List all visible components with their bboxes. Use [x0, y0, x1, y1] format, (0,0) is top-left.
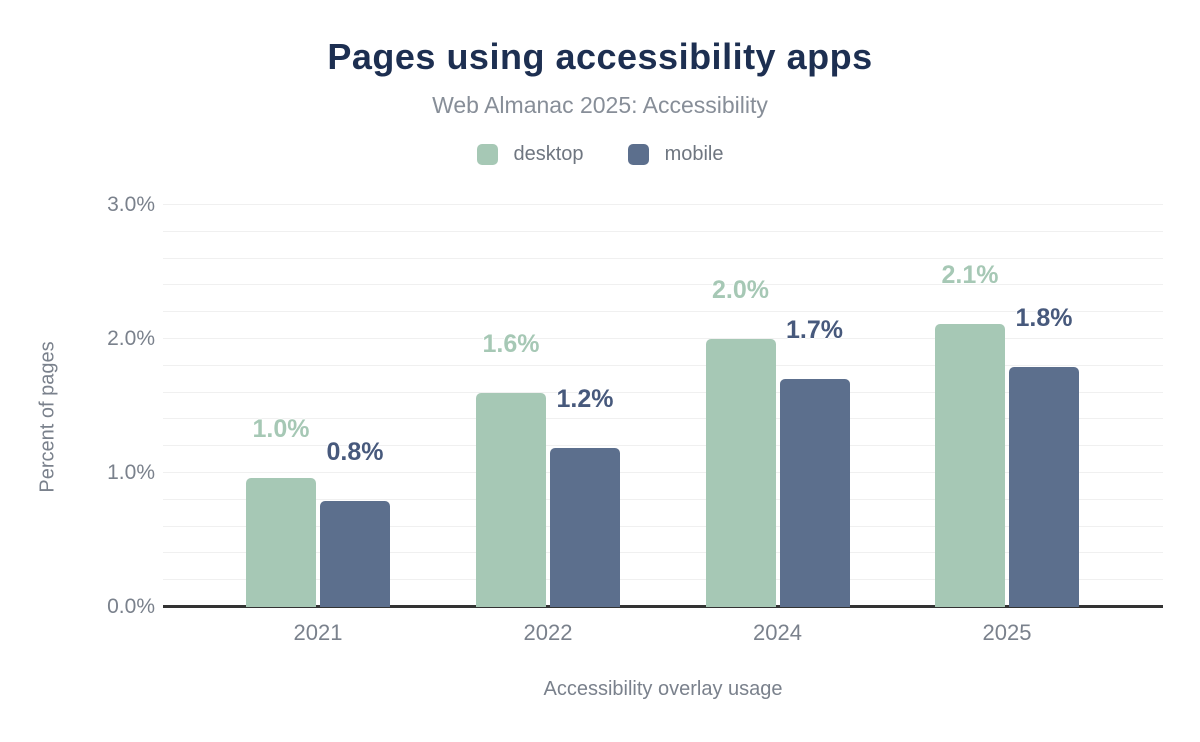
bar-value-label-desktop-2021: 1.0% — [252, 415, 310, 444]
x-axis-title: Accessibility overlay usage — [543, 678, 783, 700]
gridline — [163, 525, 1163, 527]
legend-item-mobile[interactable]: mobile — [627, 143, 724, 166]
y-axis-title: Percent of pages — [36, 341, 59, 493]
y-tick-label: 3.0% — [107, 193, 155, 216]
gridline — [163, 498, 1163, 500]
bar-desktop-2025[interactable] — [935, 324, 1005, 607]
bar-mobile-2021[interactable] — [320, 501, 390, 607]
bar-value-label-desktop-2022: 1.6% — [482, 329, 540, 358]
bar-value-label-mobile-2022: 1.2% — [556, 384, 614, 413]
legend-item-desktop[interactable]: desktop — [476, 143, 584, 166]
bar-value-label-desktop-2025: 2.1% — [941, 261, 999, 290]
x-axis-line — [163, 605, 1163, 608]
legend-label-mobile: mobile — [664, 143, 724, 165]
gridline — [163, 284, 1163, 286]
gridline — [163, 257, 1163, 259]
bar-value-label-mobile-2025: 1.8% — [1015, 304, 1073, 333]
gridline — [163, 418, 1163, 420]
gridline — [163, 391, 1163, 393]
gridline — [163, 579, 1163, 581]
gridline — [163, 311, 1163, 313]
bar-value-label-mobile-2024: 1.7% — [786, 316, 843, 345]
gridline — [163, 230, 1163, 232]
x-tick-label-2024: 2024 — [753, 620, 802, 645]
gridline — [163, 445, 1163, 447]
gridline — [163, 364, 1163, 366]
bar-desktop-2024[interactable] — [705, 339, 776, 607]
gridline — [163, 204, 1163, 205]
plot-area: 1.0% 0.8% 1.6% 1.2% 2.0% 1.7% 2.1% 1.8% — [163, 204, 1163, 608]
legend-label-desktop: desktop — [513, 143, 584, 165]
legend-swatch-mobile — [627, 144, 649, 165]
bar-value-label-mobile-2021: 0.8% — [326, 438, 384, 467]
bar-mobile-2024[interactable] — [779, 379, 850, 607]
y-tick-label: 2.0% — [107, 327, 155, 350]
gridline — [163, 472, 1163, 473]
bar-desktop-2022[interactable] — [476, 392, 546, 607]
x-tick-label-2025: 2025 — [982, 620, 1032, 645]
y-tick-label: 0.0% — [107, 595, 155, 618]
bar-value-label-desktop-2024: 2.0% — [712, 276, 769, 304]
y-tick-label: 1.0% — [107, 461, 155, 484]
gridline — [163, 552, 1163, 554]
gridline — [163, 338, 1163, 339]
legend: desktop mobile — [0, 143, 1200, 166]
chart-title: Pages using accessibility apps — [327, 36, 873, 77]
chart-subtitle: Web Almanac 2025: Accessibility — [432, 92, 768, 118]
x-tick-label-2022: 2022 — [523, 620, 573, 645]
legend-swatch-desktop — [476, 144, 498, 165]
bar-desktop-2021[interactable] — [246, 478, 316, 607]
x-tick-label-2021: 2021 — [293, 620, 343, 645]
bar-mobile-2025[interactable] — [1009, 367, 1079, 607]
bar-mobile-2022[interactable] — [550, 447, 620, 607]
